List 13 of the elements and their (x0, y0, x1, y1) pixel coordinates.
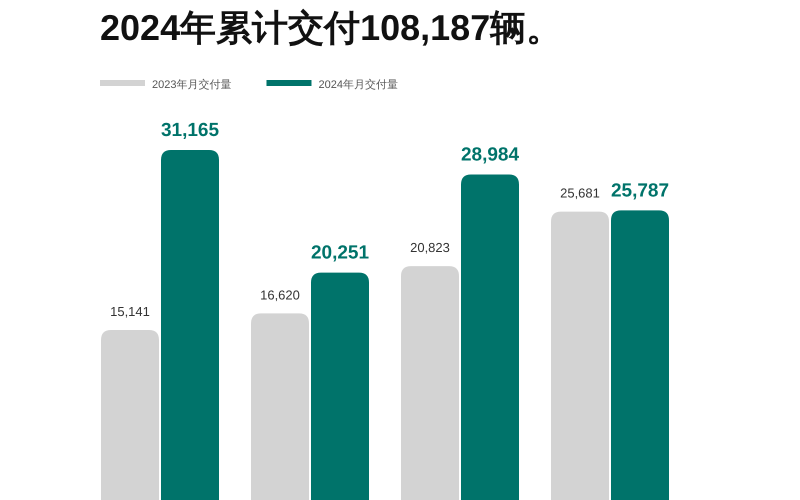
data-label: 20,251 (310, 242, 370, 264)
legend-item: 2023年月交付量 (100, 79, 232, 91)
data-label: 31,165 (160, 120, 220, 141)
data-label: 25,787 (610, 180, 670, 202)
data-label: 15,141 (110, 304, 150, 319)
legend-item: 2024年月交付量 (266, 79, 398, 91)
legend-label: 2024年月交付量 (318, 78, 398, 91)
data-label: 16,620 (260, 287, 300, 302)
legend-label: 2023年月交付量 (152, 78, 232, 91)
data-label: 28,984 (460, 144, 520, 166)
data-label: 20,823 (410, 240, 450, 256)
title: 2024年累计交付108,187辆。 (100, 7, 562, 48)
data-label: 25,681 (560, 186, 600, 201)
